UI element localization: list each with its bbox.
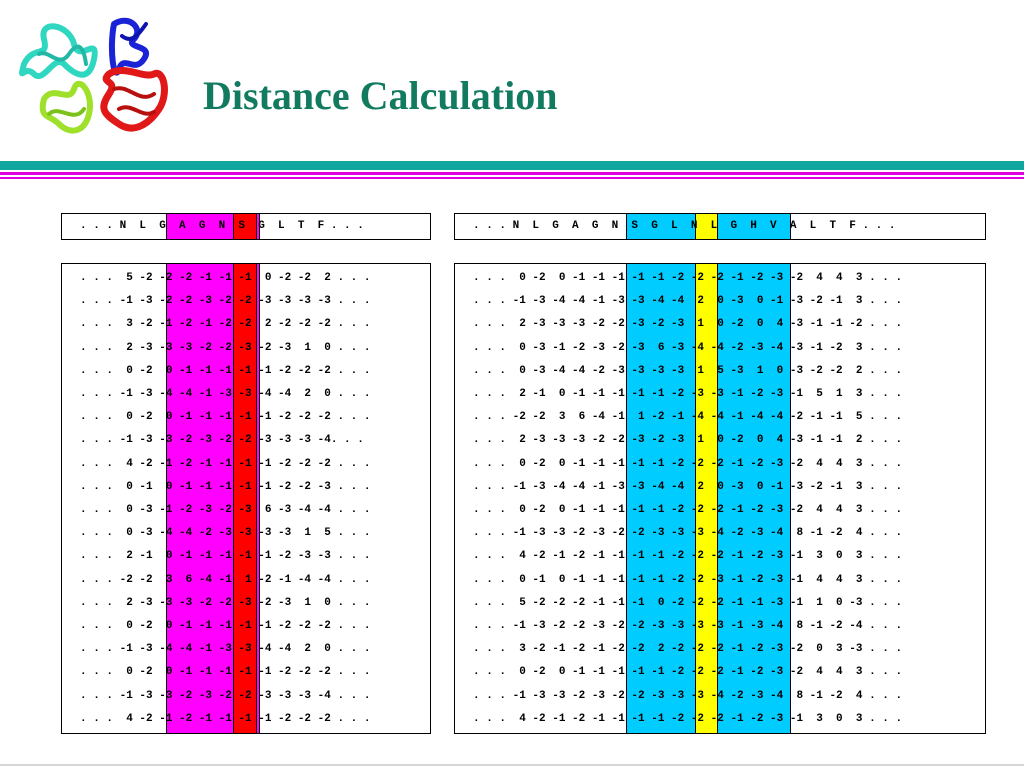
matrix-row: . . . -1 -3 -2 -2 -3 -2 -2 -3 -3 -3 -3 .… [80, 295, 371, 308]
header-rule-teal [0, 161, 1024, 170]
protein-structure-ribbon-icon [19, 17, 168, 134]
matrix-row: . . . 2 -3 -3 -3 -2 -2 -3 -2 -3 1 0 . . … [80, 596, 371, 609]
matrix-row: . . . 2 -3 -3 -3 -2 -2 -3 -2 -3 1 0 . . … [80, 341, 371, 354]
matrix-row: . . . -1 -3 -4 -4 -1 -3 -3 -4 -4 2 0 -3 … [473, 295, 903, 308]
matrix-row: . . . 2 -1 0 -1 -1 -1 -1 -1 -2 -3 -3 -1 … [473, 388, 903, 400]
right-sequence-header: . . . N L G A G N S G L N L G H V A L T … [454, 213, 986, 240]
matrix-row: . . . 4 -2 -1 -2 -1 -1 -1 -1 -2 -2 -2 . … [80, 712, 371, 725]
matrix-row: . . . 0 -2 0 -1 -1 -1 -1 -1 -2 -2 -2 -1 … [473, 272, 903, 284]
matrix-row: . . . 0 -3 -1 -2 -3 -2 -3 6 -3 -4 -4 -2 … [473, 341, 903, 354]
matrix-row: . . . 4 -2 -1 -2 -1 -1 -1 -1 -2 -2 -2 -1… [473, 550, 903, 563]
left-sequence-header: . . . N L G A G N S G L T F . . . [61, 213, 431, 240]
header-rule-magenta [0, 172, 1024, 175]
matrix-row: . . . 0 -2 0 -1 -1 -1 -1 -1 -2 -2 -2 . .… [80, 411, 371, 424]
matrix-row: . . . 0 -3 -4 -4 -2 -3 -3 -3 -3 1 5 . . … [80, 527, 371, 540]
matrix-row: . . . -1 -3 -2 -2 -3 -2 -2 -3 -3 -3 -3 -… [473, 620, 903, 632]
matrix-row: . . . 0 -3 -4 -4 -2 -3 -3 -3 -3 1 5 -3 1… [473, 364, 903, 377]
matrix-row: . . . 0 -1 0 -1 -1 -1 -1 -1 -2 -2 -3 . .… [80, 480, 371, 493]
matrix-row: . . . -2 -2 3 6 -4 -1 1 -2 -1 -4 -4 . . … [80, 573, 371, 586]
matrix-row: . . . -1 -3 -4 -4 -1 -3 -3 -4 -4 2 0 -3 … [473, 480, 903, 493]
matrix-row: . . . 2 -1 0 -1 -1 -1 -1 -1 -2 -3 -3 . .… [80, 550, 371, 563]
matrix-row: . . . -1 -3 -4 -4 -1 -3 -3 -4 -4 2 0 . .… [80, 388, 371, 400]
matrix-row: . . . 5 -2 -2 -2 -1 -1 -1 0 -2 -2 2 . . … [80, 272, 371, 284]
sequence-header-text: . . . N L G A G N S G L N L G H V A L T … [473, 220, 896, 232]
matrix-row: . . . 2 -3 -3 -3 -2 -2 -3 -2 -3 1 0 -2 0… [473, 318, 903, 331]
matrix-row: . . . 4 -2 -1 -2 -1 -1 -1 -1 -2 -2 -2 . … [80, 457, 371, 470]
right-distance-matrix: . . . 0 -2 0 -1 -1 -1 -1 -1 -2 -2 -2 -1 … [454, 263, 986, 734]
highlight-band-cyan [626, 264, 706, 733]
header-rule-magenta-thin [0, 177, 1024, 179]
matrix-row: . . . 4 -2 -1 -2 -1 -1 -1 -1 -2 -2 -2 -1… [473, 712, 903, 725]
matrix-row: . . . 0 -2 0 -1 -1 -1 -1 -1 -2 -2 -2 . .… [80, 620, 371, 632]
matrix-row: . . . 0 -2 0 -1 -1 -1 -1 -1 -2 -2 -2 -1 … [473, 504, 903, 516]
matrix-row: . . . -2 -2 3 6 -4 -1 1 -2 -1 -4 -4 -1 -… [473, 411, 903, 424]
matrix-row: . . . 0 -2 0 -1 -1 -1 -1 -1 -2 -2 -2 -1 … [473, 666, 903, 679]
matrix-row: . . . -1 -3 -4 -4 -1 -3 -3 -4 -4 2 0 . .… [80, 643, 371, 656]
page-title: Distance Calculation [203, 73, 558, 118]
highlight-band-cyan [626, 214, 706, 239]
matrix-row: . . . -1 -3 -3 -2 -3 -2 -2 -3 -3 -3 -4 -… [473, 689, 903, 702]
highlight-band-red [233, 214, 257, 239]
footer-rule [0, 764, 1024, 766]
highlight-band-red [233, 264, 257, 733]
matrix-row: . . . 0 -2 0 -1 -1 -1 -1 -1 -2 -2 -2 . .… [80, 364, 371, 377]
matrix-row: . . . 0 -3 -1 -2 -3 -2 -3 6 -3 -4 -4 . .… [80, 504, 371, 516]
matrix-row: . . . 3 -2 -1 -2 -1 -2 -2 2 -2 -2 -2 . .… [80, 318, 371, 331]
matrix-row: . . . 0 -2 0 -1 -1 -1 -1 -1 -2 -2 -2 . .… [80, 666, 371, 679]
matrix-row: . . . -1 -3 -3 -2 -3 -2 -2 -3 -3 -3 -4. … [80, 434, 364, 447]
matrix-row: . . . 0 -2 0 -1 -1 -1 -1 -1 -2 -2 -2 -1 … [473, 457, 903, 470]
highlight-band-cyan [717, 214, 791, 239]
sequence-header-text: . . . N L G A G N S G L T F . . . [80, 220, 364, 232]
matrix-row: . . . 3 -2 -1 -2 -1 -2 -2 2 -2 -2 -2 -1 … [473, 643, 903, 656]
matrix-row: . . . -1 -3 -3 -2 -3 -2 -2 -3 -3 -3 -4 -… [473, 527, 903, 540]
matrix-row: . . . 2 -3 -3 -3 -2 -2 -3 -2 -3 1 0 -2 0… [473, 434, 903, 447]
matrix-row: . . . 0 -1 0 -1 -1 -1 -1 -1 -2 -2 -3 -1 … [473, 573, 903, 586]
left-distance-matrix: . . . 5 -2 -2 -2 -1 -1 -1 0 -2 -2 2 . . … [61, 263, 431, 734]
matrix-row: . . . 5 -2 -2 -2 -1 -1 -1 0 -2 -2 -2 -1 … [473, 596, 903, 609]
matrix-row: . . . -1 -3 -3 -2 -3 -2 -2 -3 -3 -3 -4 .… [80, 689, 371, 702]
highlight-band-cyan [717, 264, 791, 733]
